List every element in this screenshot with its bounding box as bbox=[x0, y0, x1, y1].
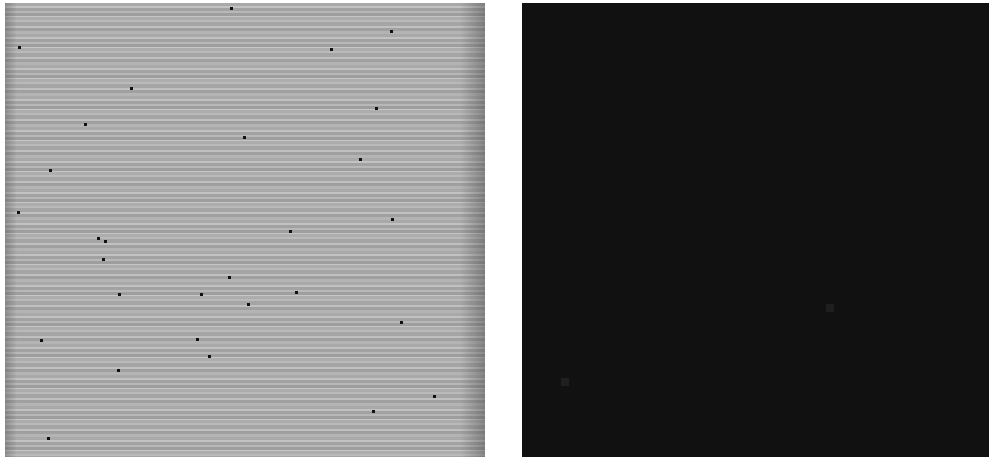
dot bbox=[391, 218, 394, 221]
dot bbox=[18, 46, 21, 49]
dot bbox=[243, 136, 246, 139]
dot bbox=[372, 410, 375, 413]
dot bbox=[102, 258, 105, 261]
dot bbox=[295, 291, 298, 294]
dark-image bbox=[522, 3, 989, 457]
dot bbox=[390, 30, 393, 33]
dot bbox=[400, 321, 403, 324]
dot bbox=[130, 87, 133, 90]
faint-spot bbox=[826, 304, 834, 312]
dot bbox=[230, 7, 233, 10]
dot bbox=[17, 211, 20, 214]
dot bbox=[375, 107, 378, 110]
faint-spot bbox=[561, 378, 569, 386]
dot bbox=[359, 158, 362, 161]
dot bbox=[433, 395, 436, 398]
dot bbox=[104, 240, 107, 243]
dot bbox=[208, 355, 211, 358]
dot bbox=[196, 338, 199, 341]
dot bbox=[200, 293, 203, 296]
dot bbox=[84, 123, 87, 126]
dot bbox=[117, 369, 120, 372]
dot bbox=[47, 437, 50, 440]
dot bbox=[49, 169, 52, 172]
dot bbox=[97, 237, 100, 240]
dot bbox=[118, 293, 121, 296]
striped-image bbox=[5, 3, 485, 457]
dot bbox=[228, 276, 231, 279]
dot bbox=[247, 303, 250, 306]
screenshot bbox=[0, 0, 991, 457]
dot bbox=[289, 230, 292, 233]
dot bbox=[40, 339, 43, 342]
dot bbox=[330, 48, 333, 51]
